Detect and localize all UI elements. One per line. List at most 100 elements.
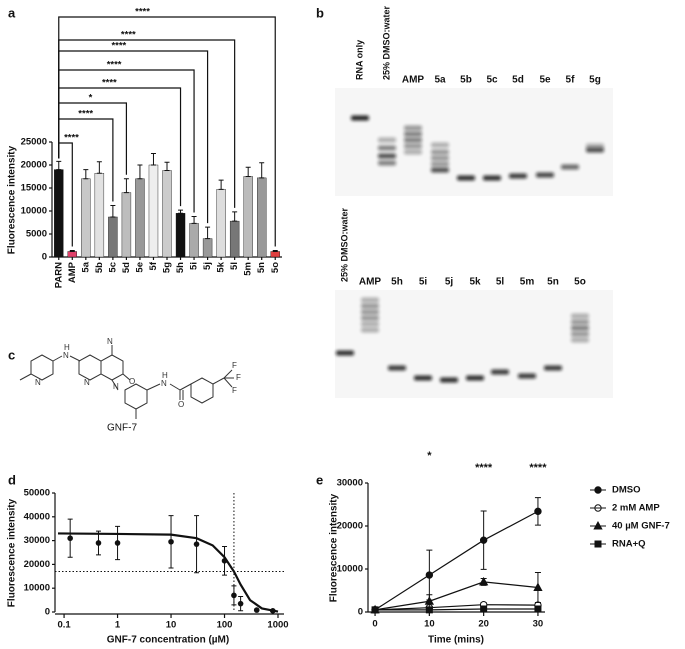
data-point xyxy=(479,536,488,544)
x-axis-label: Time (mins) xyxy=(428,635,484,646)
data-point xyxy=(371,606,379,614)
y-tick-label: 40000 xyxy=(24,511,50,522)
data-point xyxy=(480,605,488,613)
legend-label: 40 µM GNF-7 xyxy=(612,521,670,532)
series-line xyxy=(375,604,538,611)
lane-label: 5d xyxy=(512,75,524,86)
error-bar xyxy=(259,162,265,179)
lane-label: 5h xyxy=(391,277,403,288)
error-bar xyxy=(123,178,129,194)
gel-band xyxy=(361,321,379,327)
x-tick-label: 5e xyxy=(134,262,145,273)
gel-band xyxy=(431,142,449,148)
atom-label: N xyxy=(63,351,69,360)
x-tick-label: PARN xyxy=(53,262,64,288)
error-bar xyxy=(245,166,251,177)
gel-band xyxy=(378,137,396,143)
y-tick-label: 10000 xyxy=(24,583,50,594)
x-tick-label: 5l xyxy=(229,262,240,270)
lane-label: 5b xyxy=(460,75,472,86)
y-tick-label: 20000 xyxy=(21,160,47,171)
gel-band xyxy=(404,143,422,149)
data-point xyxy=(231,592,237,599)
bar xyxy=(270,251,280,258)
bar xyxy=(216,189,226,258)
gel-band xyxy=(571,337,589,343)
series-line xyxy=(374,510,539,611)
error-bar xyxy=(56,160,62,171)
panel-label: b xyxy=(316,5,324,20)
gel-band xyxy=(431,167,449,173)
y-tick-label: 0 xyxy=(358,607,363,618)
gel-band xyxy=(586,147,604,153)
bar xyxy=(257,177,267,258)
gel-band xyxy=(336,350,354,356)
x-tick-label: 5g xyxy=(162,262,173,273)
x-tick-label: 30 xyxy=(533,619,544,630)
atom-label: N xyxy=(84,378,90,387)
gel-band xyxy=(361,327,379,333)
error-bar xyxy=(69,250,75,252)
y-tick-label: 30000 xyxy=(337,478,363,489)
significance-label: **** xyxy=(135,7,150,18)
error-bar xyxy=(205,226,211,240)
significance-label: **** xyxy=(107,60,122,71)
y-tick-label: 15000 xyxy=(21,183,47,194)
atom-label: N xyxy=(113,382,119,391)
x-tick-label: 5j xyxy=(202,262,213,270)
atom-label: F xyxy=(232,361,237,370)
bar xyxy=(94,173,105,258)
x-tick-label: 5b xyxy=(94,262,105,273)
x-tick-label: AMP xyxy=(67,261,78,283)
data-point xyxy=(67,535,73,542)
data-point xyxy=(95,540,102,546)
lane-label: RNA only xyxy=(354,40,364,80)
gel-band xyxy=(404,125,422,131)
bar xyxy=(189,223,199,258)
significance-label: * xyxy=(89,93,93,104)
lane-label: 5k xyxy=(469,277,481,288)
x-tick-label: 0 xyxy=(372,619,377,630)
gel-band xyxy=(431,149,449,155)
gel-band xyxy=(431,155,449,161)
atom-label: F xyxy=(232,386,237,395)
atom-label: H xyxy=(162,371,168,380)
significance-label: * xyxy=(427,450,432,462)
gel-band xyxy=(404,149,422,155)
error-bar xyxy=(218,179,224,190)
data-point xyxy=(533,582,543,591)
gel-band xyxy=(361,309,379,315)
significance-label: **** xyxy=(78,109,93,120)
gel-band xyxy=(483,175,501,181)
legend-label: RNA+Q xyxy=(612,539,646,550)
series-line xyxy=(375,608,538,611)
gel-band xyxy=(571,313,589,319)
lane-label: AMP xyxy=(359,277,382,288)
atom-label: N xyxy=(107,337,113,346)
significance-label: **** xyxy=(111,41,126,52)
gel-band xyxy=(571,319,589,325)
x-tick-label: 10 xyxy=(424,619,435,630)
gel-band xyxy=(466,375,484,381)
y-axis-label: Fluorescence intensity xyxy=(7,498,18,607)
lane-label: 5j xyxy=(445,277,454,288)
gel-band xyxy=(571,325,589,331)
gel-band xyxy=(378,153,396,159)
gel-band xyxy=(440,377,458,383)
bar xyxy=(81,178,91,258)
x-tick-label: 20 xyxy=(478,619,489,630)
significance-bracket xyxy=(58,50,209,224)
data-point xyxy=(534,605,542,613)
gel-band xyxy=(491,369,509,375)
significance-label: **** xyxy=(64,133,79,144)
x-tick-label: 5h xyxy=(175,262,186,273)
data-point xyxy=(270,608,276,614)
bar xyxy=(54,169,64,258)
bar xyxy=(121,192,132,258)
gel-band xyxy=(414,375,432,381)
lane-label: 5o xyxy=(574,277,586,288)
legend-label: 2 mM AMP xyxy=(612,503,660,514)
gel-band xyxy=(388,365,406,371)
panel-label: e xyxy=(316,472,323,487)
y-tick-label: 10000 xyxy=(21,206,47,217)
